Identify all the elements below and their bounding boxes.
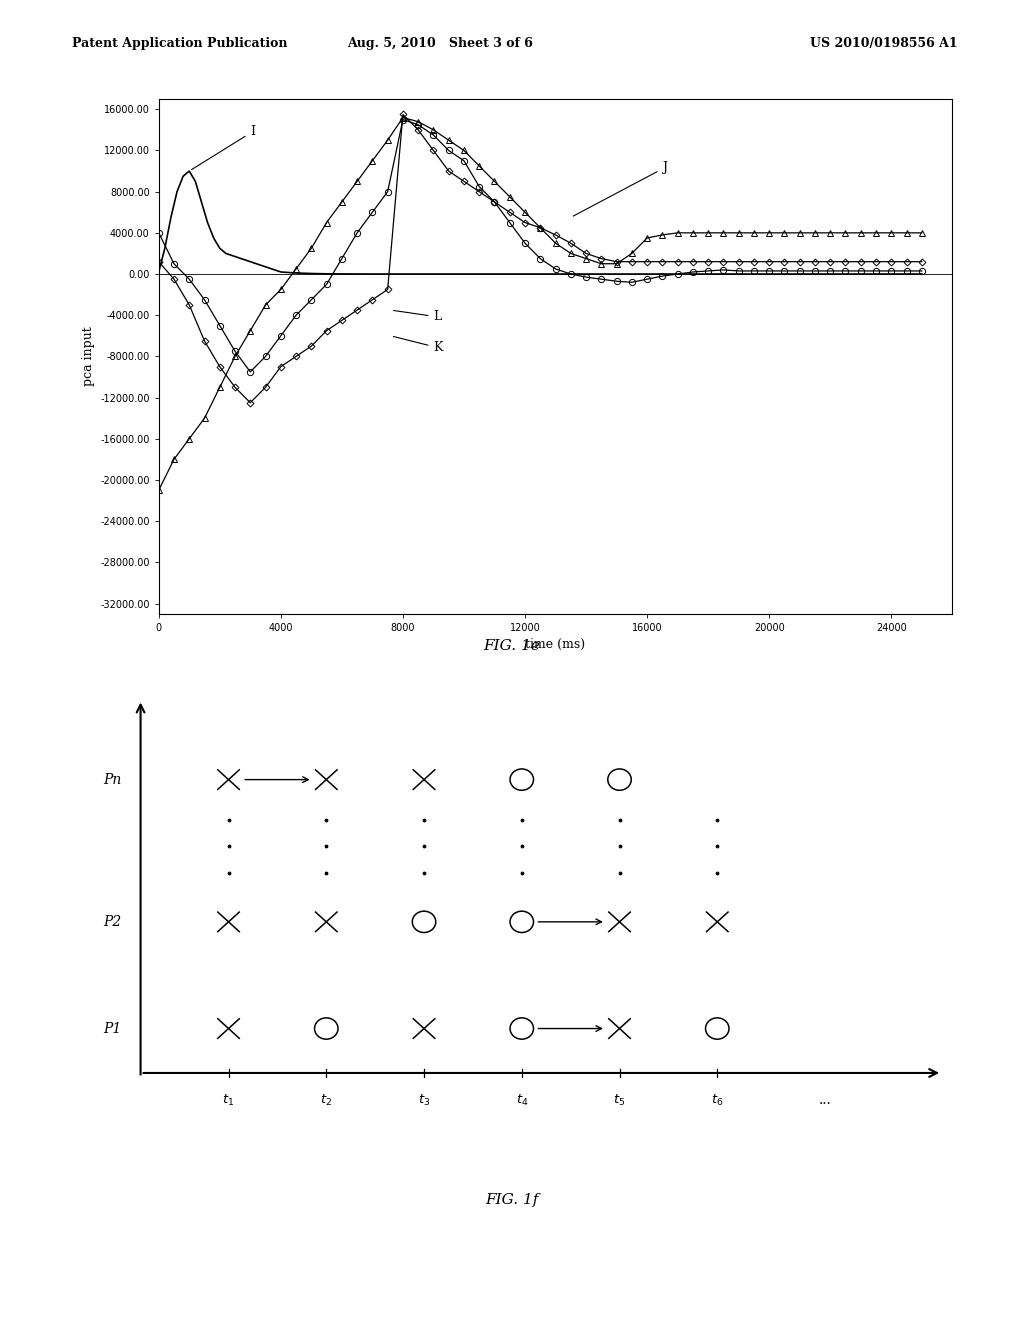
- Text: US 2010/0198556 A1: US 2010/0198556 A1: [810, 37, 957, 50]
- Text: $t_2$: $t_2$: [321, 1093, 333, 1107]
- Text: $t_5$: $t_5$: [613, 1093, 626, 1107]
- Text: $t_6$: $t_6$: [711, 1093, 724, 1107]
- Text: $t_3$: $t_3$: [418, 1093, 430, 1107]
- Text: $t_1$: $t_1$: [222, 1093, 234, 1107]
- Text: P2: P2: [102, 915, 121, 929]
- Text: Patent Application Publication: Patent Application Publication: [72, 37, 287, 50]
- Text: Aug. 5, 2010   Sheet 3 of 6: Aug. 5, 2010 Sheet 3 of 6: [347, 37, 534, 50]
- Text: FIG. 1e: FIG. 1e: [483, 639, 541, 653]
- Text: J: J: [573, 161, 668, 216]
- Y-axis label: pca input: pca input: [82, 326, 94, 387]
- X-axis label: time (ms): time (ms): [525, 639, 586, 651]
- Text: $t_4$: $t_4$: [515, 1093, 528, 1107]
- Text: Pn: Pn: [102, 772, 121, 787]
- Text: ...: ...: [818, 1093, 831, 1106]
- Text: P1: P1: [102, 1022, 121, 1035]
- Text: I: I: [191, 125, 255, 169]
- Text: K: K: [393, 337, 443, 354]
- Text: FIG. 1f: FIG. 1f: [485, 1193, 539, 1208]
- Text: L: L: [393, 310, 441, 323]
